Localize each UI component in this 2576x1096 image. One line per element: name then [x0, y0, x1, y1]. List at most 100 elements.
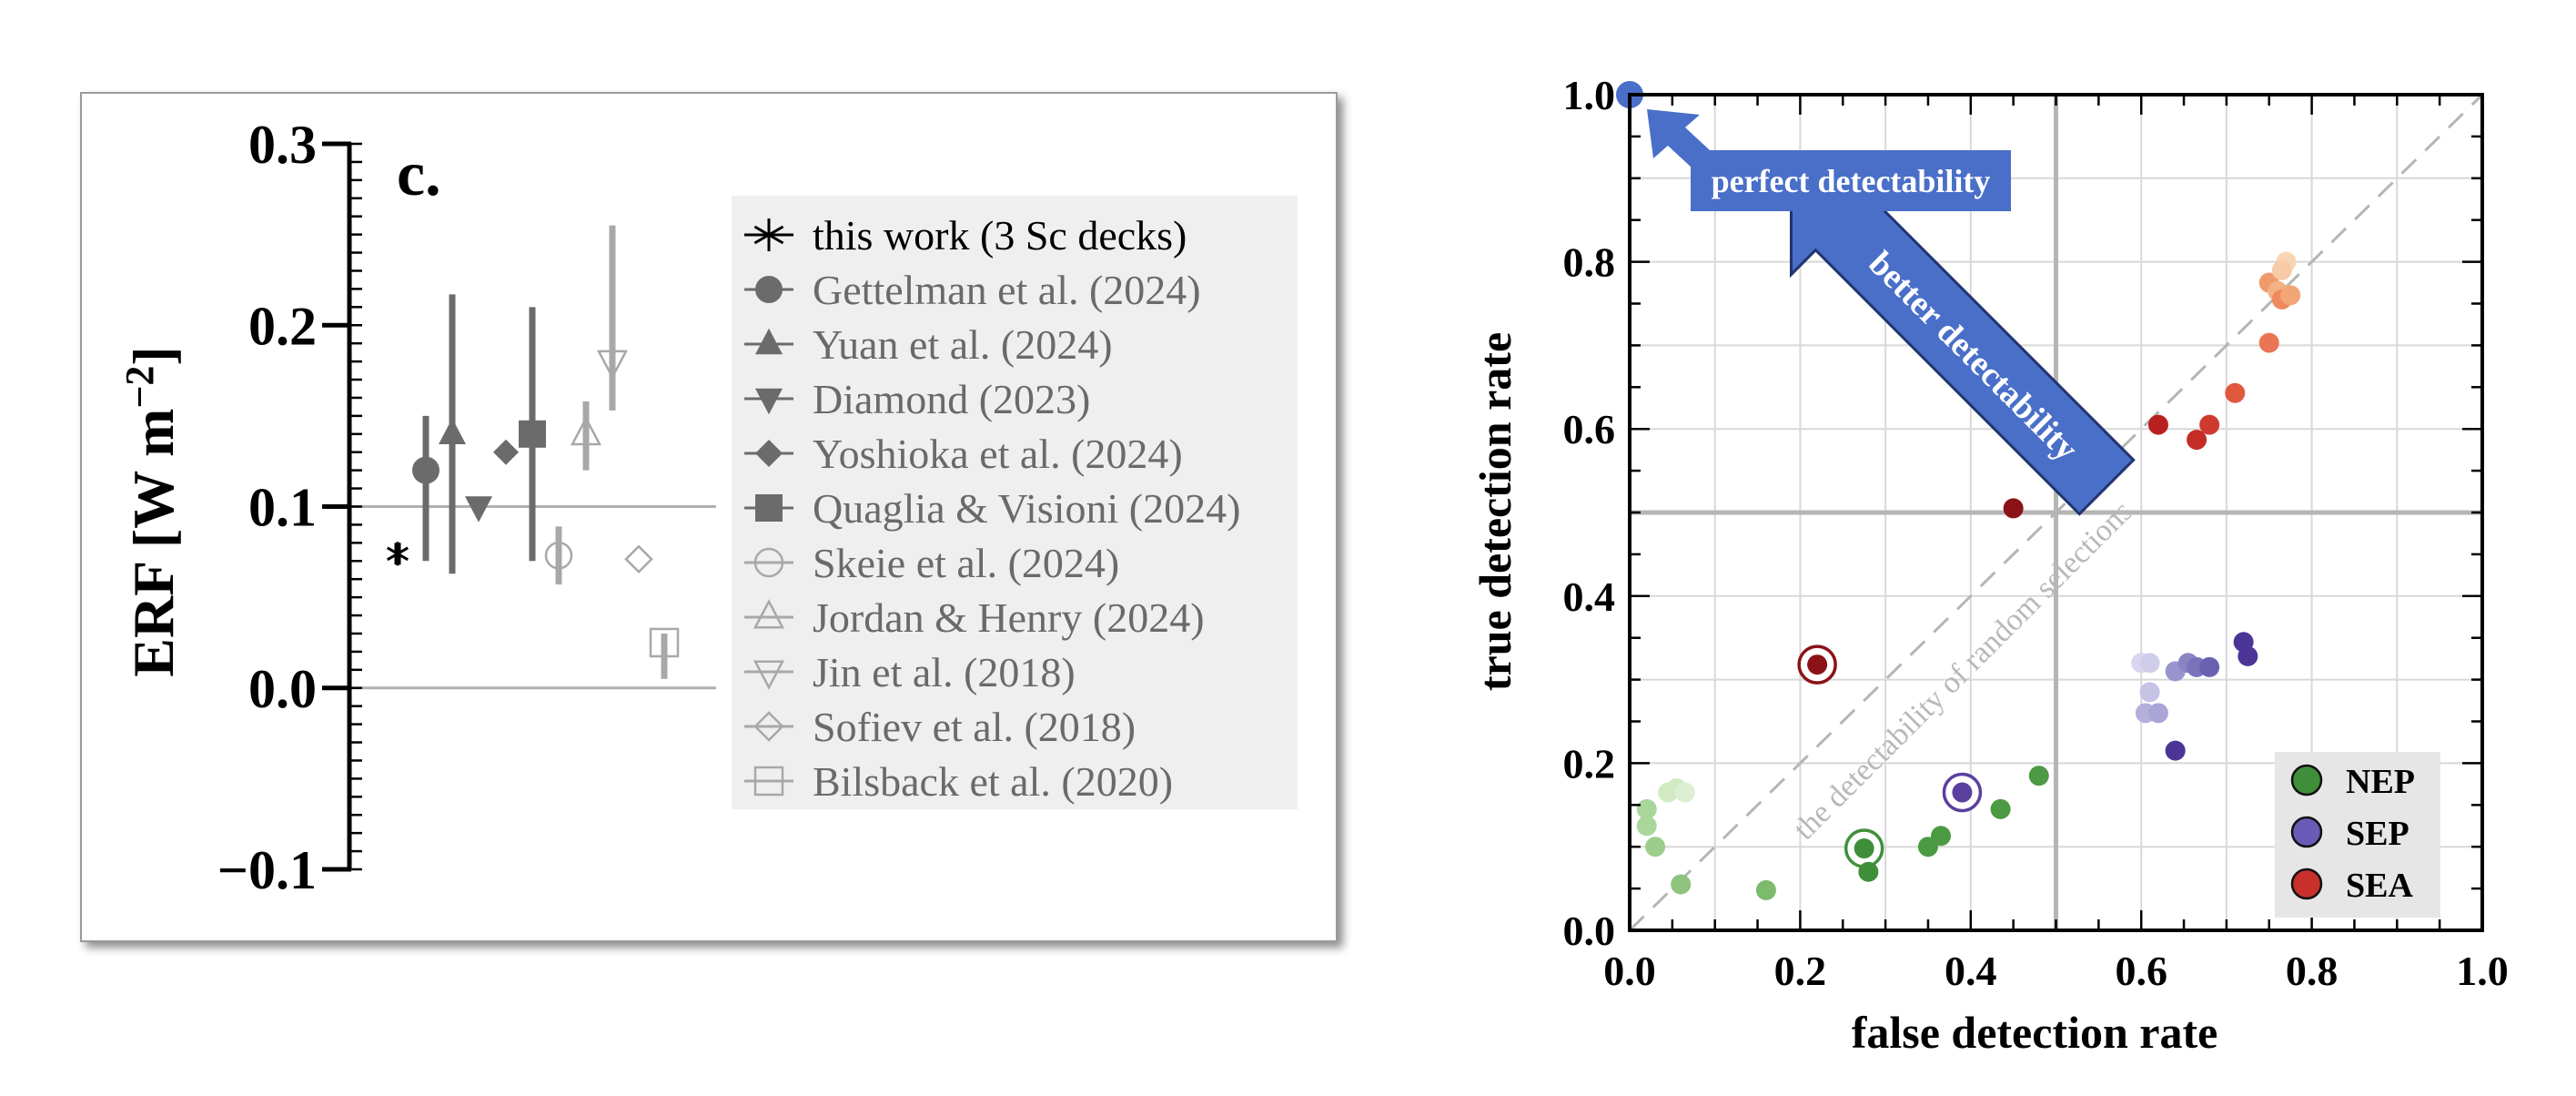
right-y-tick-label: 0.6	[1563, 406, 1616, 452]
right-data-point-nep	[1645, 837, 1666, 858]
right-point-marker	[1636, 816, 1657, 837]
left-legend-label: this work (3 Sc decks)	[813, 212, 1187, 259]
right-data-point-nep	[1858, 861, 1879, 882]
left-legend-marker-stroke	[753, 225, 784, 245]
left-legend-marker	[753, 218, 784, 251]
right-data-point-sep	[2238, 645, 2258, 666]
left-legend-entry: Yoshioka et al. (2024)	[744, 431, 1183, 477]
right-point-marker	[2280, 285, 2301, 306]
left-legend-label: Quaglia & Visioni (2024)	[813, 485, 1240, 532]
right-data-point-sea	[2271, 259, 2292, 280]
left-y-tick-label: 0.0	[248, 659, 317, 719]
left-legend-entry: Bilsback et al. (2020)	[744, 758, 1173, 805]
left-data-point-5	[493, 439, 519, 465]
left-legend-entry: Yuan et al. (2024)	[744, 321, 1113, 368]
left-legend-marker	[755, 328, 783, 355]
right-x-axis-label: false detection rate	[1852, 1007, 2218, 1058]
right-legend-marker	[2290, 868, 2323, 900]
left-legend-entry: Skeie et al. (2024)	[744, 540, 1119, 586]
right-x-tick-label: 0.4	[1945, 948, 1997, 994]
right-point-marker	[1858, 861, 1879, 882]
right-point-marker	[1854, 838, 1874, 859]
right-point-marker	[2258, 332, 2279, 353]
left-data-marker	[493, 439, 519, 465]
right-y-tick-label: 0.2	[1563, 740, 1616, 786]
right-point-marker	[2238, 645, 2258, 666]
left-y-axis-label: ERF [W m−2]	[117, 346, 186, 676]
right-legend-entry: NEP	[2290, 763, 2415, 801]
right-point-marker	[2028, 766, 2049, 786]
left-legend-entry: Quaglia & Visioni (2024)	[744, 485, 1240, 532]
right-data-point-sep	[1942, 772, 1983, 813]
left-legend-marker	[753, 711, 784, 742]
right-legend-entry: SEP	[2290, 815, 2409, 853]
right-x-tick-label: 1.0	[2456, 948, 2509, 994]
left-data-point-8	[570, 401, 602, 471]
right-axes: 0.0 0.2 0.4 0.6 0.8 1.0 0.0 0.2 0.4 0.6 0.8 1.0	[1563, 72, 2509, 994]
left-data-point-9	[596, 225, 629, 411]
left-legend-label: Sofiev et al. (2018)	[813, 704, 1136, 750]
left-legend-marker	[755, 494, 783, 522]
left-legend-label: Diamond (2023)	[813, 376, 1090, 422]
right-point-marker	[1931, 826, 1952, 847]
right-point-marker	[2225, 382, 2246, 403]
left-data-marker	[649, 627, 680, 658]
left-data-marker	[519, 420, 546, 448]
right-data-point-nep	[1636, 816, 1657, 837]
left-legend-label: Jin et al. (2018)	[813, 649, 1076, 695]
left-panel: 0.3 0.2 0.1 0.0 −0.1 c. ERF [W m−2] this wor…	[80, 92, 1338, 942]
right-point-marker	[2139, 682, 2160, 703]
left-legend: this work (3 Sc decks) Gettelman et al. (…	[744, 212, 1240, 805]
right-y-axis-label: true detection rate	[1470, 332, 1520, 691]
left-legend-label: Bilsback et al. (2020)	[813, 758, 1173, 805]
right-point-marker	[2187, 430, 2207, 451]
left-data-marker	[544, 542, 573, 570]
right-legend-label: SEA	[2346, 867, 2413, 905]
left-legend-marker	[753, 547, 784, 578]
left-y-tick-label: 0.2	[248, 296, 317, 356]
left-data-marker	[412, 456, 439, 484]
right-data-point-sea	[2199, 414, 2220, 435]
left-legend-marker	[755, 276, 783, 303]
left-y-axis-label-sup: −2	[117, 366, 162, 409]
right-point-marker	[2003, 498, 2024, 519]
left-legend-label: Jordan & Henry (2024)	[813, 594, 1205, 641]
right-x-tick-label: 0.8	[2286, 948, 2339, 994]
better-detectability-label: better detectability	[1861, 244, 2085, 468]
right-data-point-sep	[2139, 682, 2160, 703]
left-data-point-11	[649, 627, 680, 679]
left-legend-entry: Jordan & Henry (2024)	[744, 594, 1205, 641]
right-point-marker	[1952, 782, 1973, 803]
right-data-point-sea	[2147, 414, 2168, 435]
left-data-marker	[570, 415, 602, 446]
left-data-marker	[624, 544, 653, 574]
right-data-point-sea	[2258, 332, 2279, 353]
right-point-marker	[1755, 879, 1776, 900]
right-y-tick-label: 0.8	[1563, 239, 1616, 286]
right-x-tick-label: 0.2	[1774, 948, 1827, 994]
left-y-axis-label-main: ERF [W m	[121, 409, 186, 677]
left-legend-marker	[755, 388, 783, 415]
left-data-point-7	[544, 526, 573, 585]
right-data-point-sea	[2003, 498, 2024, 519]
right-legend-marker	[2290, 816, 2323, 848]
right-point-marker	[2147, 703, 2168, 724]
left-data-point-6	[519, 307, 546, 562]
left-data-marker	[596, 350, 629, 381]
left-data-marker	[439, 418, 466, 445]
right-legend-label: SEP	[2346, 815, 2409, 853]
right-data-point-nep	[1844, 828, 1884, 868]
right-legend-marker	[2290, 764, 2323, 797]
left-legend-marker	[753, 766, 784, 797]
left-legend-label: Skeie et al. (2024)	[813, 540, 1119, 586]
right-legend: NEP SEP SEA	[2290, 763, 2415, 905]
left-legend-entry: Gettelman et al. (2024)	[744, 267, 1201, 313]
right-y-tick-label: 0.4	[1563, 573, 1616, 620]
right-data-point-nep	[1931, 826, 1952, 847]
right-point-marker	[1671, 874, 1692, 895]
right-panel: the detectability of random selections b…	[1470, 72, 2509, 1058]
left-legend-label: Yuan et al. (2024)	[813, 321, 1113, 368]
right-y-tick-label: 0.0	[1563, 908, 1616, 954]
